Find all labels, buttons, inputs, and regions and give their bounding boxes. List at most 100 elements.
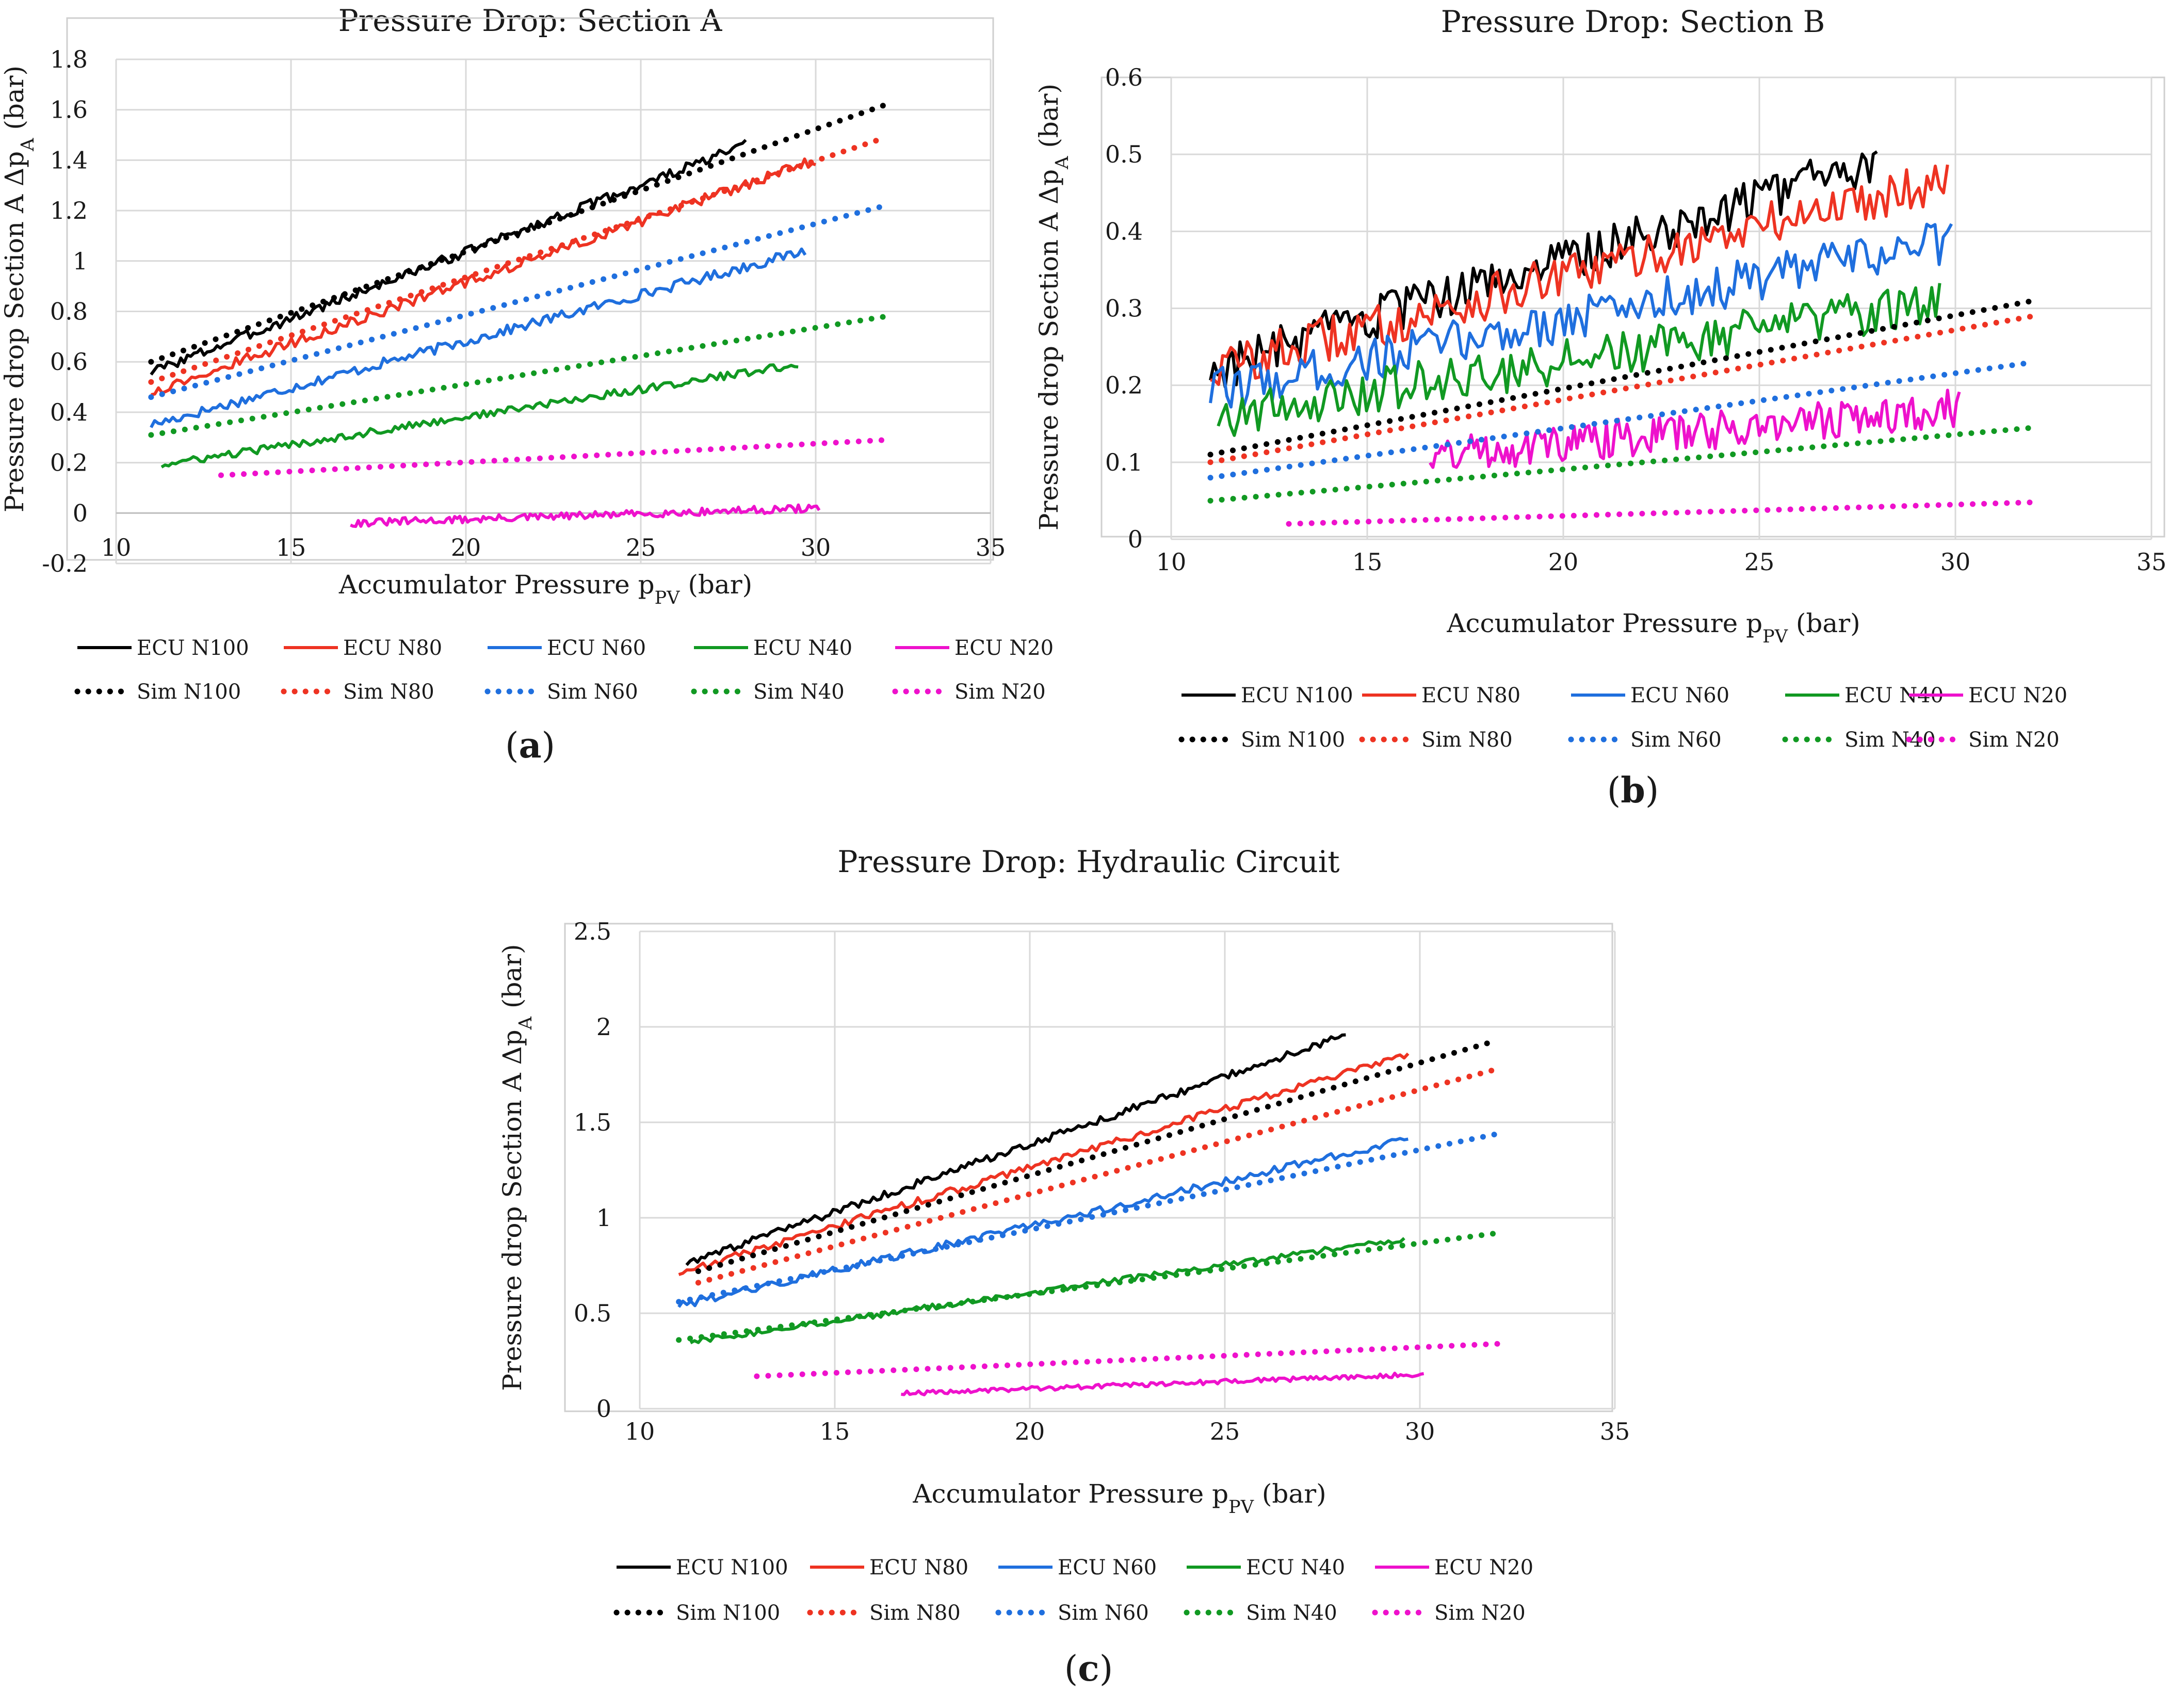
legend-label: ECU N100 bbox=[1241, 684, 1353, 707]
series-line-sim-n60 bbox=[1207, 359, 2037, 481]
y-tick-label: 0.5 bbox=[1105, 140, 1143, 168]
series-line-ecu-n80 bbox=[151, 157, 816, 396]
y-tick-label: 2.5 bbox=[574, 917, 611, 945]
legend-label: Sim N100 bbox=[137, 680, 241, 704]
series-line-sim-n100 bbox=[148, 102, 889, 365]
series-line-sim-n20 bbox=[754, 1341, 1501, 1379]
series-line-sim-n20 bbox=[1286, 499, 2037, 527]
legend-label: ECU N20 bbox=[954, 636, 1054, 660]
series-line-ecu-n40 bbox=[689, 1237, 1405, 1345]
chart-panel-3: Pressure Drop: Hydraulic Circuit 0 0.5 1 1.5… bbox=[497, 844, 1630, 1689]
series-line-ecu-n20 bbox=[901, 1372, 1425, 1396]
legend-label: ECU N60 bbox=[1058, 1556, 1157, 1580]
y-tick-label: 0 bbox=[73, 499, 88, 527]
series-line-ecu-n80 bbox=[1210, 164, 1949, 386]
chart-title: Pressure Drop: Hydraulic Circuit bbox=[837, 844, 1339, 879]
legend-label: ECU N60 bbox=[547, 636, 646, 660]
legend-label: Sim N80 bbox=[343, 680, 434, 704]
series-line-ecu-n60 bbox=[677, 1137, 1409, 1308]
series-line-ecu-n100 bbox=[685, 1033, 1346, 1266]
series-line-sim-n80 bbox=[695, 1066, 1501, 1286]
chart-title: Pressure Drop: Section A bbox=[338, 3, 723, 38]
panel-label: (b) bbox=[1607, 770, 1659, 811]
chart-panel-1: Pressure Drop: Section A -0.2 0 0.2 0.4 0.6 0.… bbox=[0, 3, 1054, 766]
panel-label: (a) bbox=[505, 725, 555, 766]
y-axis-label: Pressure drop Section A ΔpA (bar) bbox=[0, 66, 38, 512]
y-tick-label: 1.2 bbox=[50, 197, 88, 224]
x-tick-label: 20 bbox=[451, 534, 481, 561]
y-tick-label: 0.2 bbox=[1105, 372, 1143, 399]
y-tick-label: 0.6 bbox=[50, 348, 88, 376]
x-tick-label: 10 bbox=[625, 1417, 655, 1445]
legend-label: ECU N40 bbox=[1246, 1556, 1345, 1580]
panel-label: (c) bbox=[1064, 1648, 1113, 1689]
x-tick-label: 25 bbox=[1744, 548, 1775, 576]
y-tick-label: 0 bbox=[1128, 525, 1143, 553]
y-tick-label: 0.1 bbox=[1105, 448, 1143, 476]
legend-label: ECU N80 bbox=[343, 636, 442, 660]
x-axis-label: Accumulator Pressure pPV (bar) bbox=[1446, 608, 1860, 647]
legend-label: Sim N60 bbox=[547, 680, 638, 704]
series-line-sim-n40 bbox=[148, 313, 889, 438]
legend-label: Sim N100 bbox=[1241, 728, 1345, 752]
legend-label: Sim N20 bbox=[1968, 728, 2060, 752]
legend-label: Sim N60 bbox=[1058, 1601, 1149, 1625]
series-line-sim-n80 bbox=[1207, 313, 2037, 465]
series-line-ecu-n100 bbox=[150, 139, 747, 376]
series-line-sim-n60 bbox=[676, 1131, 1501, 1305]
series-line-sim-n20 bbox=[218, 437, 889, 478]
series-line-ecu-n60 bbox=[150, 247, 807, 428]
x-tick-label: 25 bbox=[626, 534, 656, 561]
y-axis-label: Pressure drop Section A ΔpA (bar) bbox=[497, 944, 536, 1391]
y-tick-label: 0.4 bbox=[50, 398, 88, 426]
x-axis-label: Accumulator Pressure pPV (bar) bbox=[912, 1479, 1326, 1518]
plot-area-frame bbox=[564, 923, 1613, 1412]
y-tick-label: 1.4 bbox=[50, 146, 88, 174]
x-tick-label: 15 bbox=[276, 534, 306, 561]
legend-label: Sim N100 bbox=[676, 1601, 780, 1625]
series-line-sim-n100 bbox=[695, 1037, 1501, 1275]
x-tick-label: 20 bbox=[1015, 1417, 1045, 1445]
legend: ECU N100 ECU N80 ECU N60 ECU N40 ECU N20 Sim … bbox=[74, 636, 1054, 704]
legend-label: ECU N60 bbox=[1630, 684, 1729, 707]
x-tick-label: 30 bbox=[1940, 548, 1971, 576]
x-tick-label: 10 bbox=[101, 534, 132, 561]
plot-area-frame bbox=[66, 17, 994, 561]
y-tick-label: -0.2 bbox=[42, 550, 88, 577]
y-axis-label: Pressure drop Section A ΔpA (bar) bbox=[1034, 84, 1073, 530]
series-line-sim-n40 bbox=[1207, 425, 2037, 504]
series-line-ecu-n40 bbox=[160, 363, 799, 469]
x-tick-label: 35 bbox=[1600, 1417, 1630, 1445]
x-tick-label: 30 bbox=[801, 534, 831, 561]
y-tick-label: 0 bbox=[596, 1395, 611, 1423]
y-tick-label: 0.8 bbox=[50, 298, 88, 326]
x-tick-label: 15 bbox=[1352, 548, 1383, 576]
series-line-ecu-n80 bbox=[678, 1052, 1410, 1276]
series-line-sim-n40 bbox=[676, 1230, 1501, 1343]
y-tick-label: 2 bbox=[596, 1013, 611, 1041]
series-line-sim-n100 bbox=[1207, 298, 2037, 458]
y-tick-label: 1.5 bbox=[574, 1108, 611, 1136]
x-tick-label: 35 bbox=[2136, 548, 2167, 576]
legend-label: Sim N20 bbox=[954, 680, 1046, 704]
legend-label: ECU N100 bbox=[676, 1556, 788, 1580]
x-tick-label: 20 bbox=[1548, 548, 1579, 576]
series-line-ecu-n100 bbox=[1209, 150, 1878, 389]
x-tick-label: 15 bbox=[820, 1417, 850, 1445]
x-axis-label: Accumulator Pressure pPV (bar) bbox=[338, 570, 752, 608]
y-tick-label: 0.6 bbox=[1105, 63, 1143, 91]
y-tick-label: 1.6 bbox=[50, 96, 88, 124]
y-tick-label: 0.4 bbox=[1105, 217, 1143, 245]
y-tick-label: 0.3 bbox=[1105, 295, 1143, 323]
legend-label: ECU N100 bbox=[137, 636, 249, 660]
y-tick-label: 1.8 bbox=[50, 45, 88, 73]
y-tick-label: 1 bbox=[596, 1204, 611, 1232]
legend-label: ECU N40 bbox=[753, 636, 852, 660]
legend-label: ECU N80 bbox=[869, 1556, 968, 1580]
x-tick-label: 25 bbox=[1210, 1417, 1240, 1445]
x-tick-label: 10 bbox=[1156, 548, 1187, 576]
legend-label: ECU N80 bbox=[1421, 684, 1520, 707]
legend-label: Sim N80 bbox=[869, 1601, 961, 1625]
chart-panel-2: Pressure Drop: Section B 0 0.1 0.2 0.3 0.4 0.5… bbox=[1034, 4, 2166, 811]
